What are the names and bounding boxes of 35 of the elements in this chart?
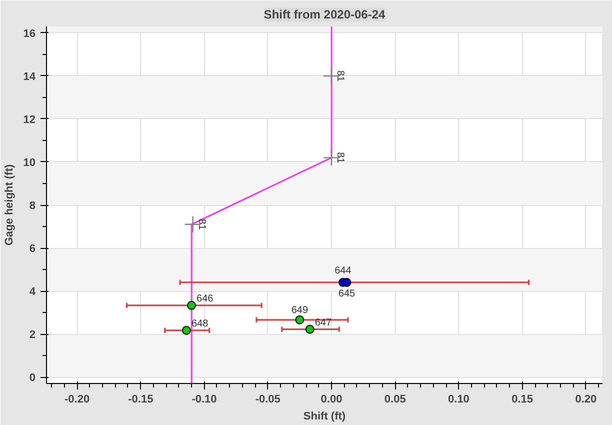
x-axis-title: Shift (ft) — [303, 410, 346, 422]
x-tick-label: -0.05 — [255, 394, 280, 406]
x-tick-label: -0.10 — [192, 394, 217, 406]
annotation: 81 — [196, 218, 207, 230]
point — [187, 300, 196, 310]
annotation: 649 — [291, 304, 308, 316]
annotation: 644 — [334, 265, 352, 276]
x-tick-label: 0.20 — [575, 394, 597, 406]
point — [342, 278, 352, 287]
x-tick-label: 0.10 — [448, 394, 470, 406]
y-tick-label: 2 — [29, 329, 36, 342]
annotation: 81 — [334, 70, 346, 82]
x-tick-label: -0.15 — [128, 394, 154, 406]
y-tick-label: 12 — [23, 114, 36, 126]
point — [305, 324, 314, 334]
y-tick-label: 8 — [29, 200, 36, 212]
y-tick-label: 10 — [23, 156, 36, 169]
point — [295, 315, 304, 324]
line-series — [190, 26, 332, 384]
annotation: 645 — [338, 288, 356, 300]
x-tick-label: 0.00 — [320, 394, 342, 406]
annotation: 647 — [314, 317, 332, 328]
y-tick-label: 6 — [29, 243, 36, 256]
y-tick-label: 4 — [29, 286, 36, 298]
y-tick-label: 14 — [23, 70, 36, 83]
x-tick-label: -0.20 — [64, 394, 90, 406]
y-axis-title: Gage height (ft) — [3, 164, 16, 246]
annotation: 81 — [334, 152, 346, 164]
annotation: 646 — [196, 293, 214, 304]
x-tick-label: 0.05 — [384, 394, 406, 406]
point — [182, 326, 191, 335]
chart-title: Shift from 2020-06-24 — [264, 8, 386, 22]
x-tick-label: 0.15 — [512, 394, 534, 406]
y-tick-label: 16 — [23, 28, 36, 40]
y-tick-label: 0 — [29, 372, 36, 384]
